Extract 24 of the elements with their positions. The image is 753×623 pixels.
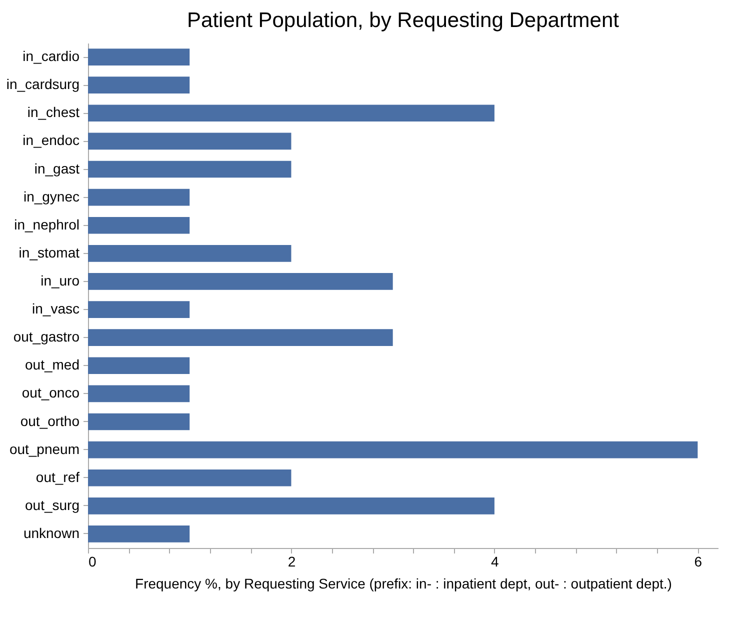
y-tick-label: in_nephrol [14, 216, 80, 232]
y-tick-label: out_med [25, 356, 80, 373]
y-tick-label: in_stomat [18, 244, 80, 260]
y-tick-label: in_endoc [22, 132, 80, 148]
x-axis-title: Frequency %, by Requesting Service (prefix: in- : inpatient dept, out- : outpatient dept.) [135, 576, 672, 592]
y-tick-label: out_ortho [20, 412, 80, 429]
y-tick-label: out_surg [25, 496, 80, 513]
y-tick-label: in_cardio [22, 48, 80, 64]
y-tick-label: out_gastro [13, 328, 80, 345]
y-tick-label: in_vasc [32, 300, 80, 317]
y-tick-label: out_pneum [9, 440, 80, 457]
y-tick-label: in_gynec [23, 188, 80, 204]
x-tick-label: 4 [491, 554, 500, 570]
x-tick-label: 6 [694, 554, 702, 570]
y-tick-label: out_ref [36, 468, 80, 485]
y-tick-label: out_onco [22, 384, 80, 401]
y-tick-label: in_chest [27, 104, 80, 120]
x-tick-label: 0 [88, 554, 96, 570]
y-tick-label: in_uro [40, 272, 80, 288]
y-tick-label: unknown [23, 524, 80, 541]
y-tick-label: in_gast [34, 160, 80, 176]
y-tick-label: in_cardsurg [6, 76, 80, 92]
x-tick-label: 2 [288, 554, 296, 570]
chart-title: Patient Population, by Requesting Department [187, 9, 620, 32]
